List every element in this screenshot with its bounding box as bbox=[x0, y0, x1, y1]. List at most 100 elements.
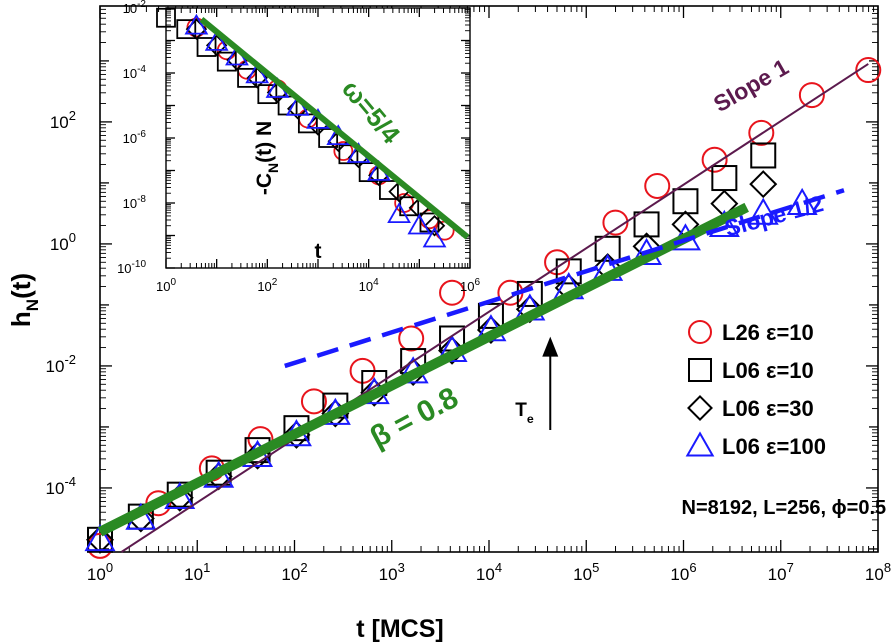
point-l06-10 bbox=[594, 235, 621, 262]
x-tick-exp: 0 bbox=[170, 277, 176, 288]
point-l06-10 bbox=[257, 84, 278, 105]
point-l06-100 bbox=[184, 13, 209, 35]
x-tick-label: 103 bbox=[379, 560, 405, 584]
legend-marker-l06-100 bbox=[685, 431, 715, 457]
y-tick-label: 102 bbox=[50, 108, 76, 132]
x-tick-label: 100 bbox=[156, 277, 176, 294]
point-l06-10 bbox=[672, 188, 699, 215]
x-tick-base: 10 bbox=[379, 565, 398, 584]
x-tick-label: 104 bbox=[476, 560, 502, 584]
x-tick-base: 10 bbox=[476, 565, 495, 584]
legend-marker-l06-10 bbox=[688, 358, 712, 382]
x-tick-base: 10 bbox=[359, 279, 373, 294]
y-tick-exp: -2 bbox=[137, 0, 146, 10]
legend-label-l06-10: L06 ε=10 bbox=[722, 358, 814, 383]
x-tick-label: 101 bbox=[184, 560, 210, 584]
main-y-axis-label-tail: (t) bbox=[6, 273, 36, 299]
y-tick-label: 10-2 bbox=[46, 352, 76, 376]
x-tick-label: 100 bbox=[87, 560, 113, 584]
x-tick-base: 10 bbox=[281, 565, 300, 584]
legend-marker-l06-30 bbox=[687, 395, 713, 421]
x-tick-base: 10 bbox=[257, 279, 271, 294]
point-l06-30 bbox=[476, 315, 505, 344]
point-l06-100 bbox=[407, 213, 432, 235]
slope-1-line bbox=[120, 63, 869, 553]
te-label-text: T bbox=[515, 400, 527, 421]
slope-half-line bbox=[284, 188, 845, 369]
beta-line bbox=[97, 202, 749, 537]
x-tick-exp: 7 bbox=[787, 560, 794, 575]
point-l26-10 bbox=[701, 146, 728, 173]
x-tick-exp: 6 bbox=[689, 560, 696, 575]
y-tick-label: 10-4 bbox=[123, 64, 147, 81]
point-l06-100 bbox=[387, 202, 411, 224]
y-tick-label: 10-2 bbox=[123, 0, 147, 16]
point-l06-10 bbox=[358, 162, 379, 183]
point-l06-10 bbox=[156, 7, 176, 28]
point-l26-10 bbox=[333, 141, 354, 161]
x-tick-label: 106 bbox=[670, 560, 696, 584]
x-tick-exp: 2 bbox=[300, 560, 307, 575]
point-l26-10 bbox=[855, 57, 882, 84]
main-axis-ticks: 100 101 102 103 104 105 106 107 10810-410-210010… bbox=[46, 6, 891, 584]
point-l26-10 bbox=[644, 172, 671, 199]
point-l06-100 bbox=[84, 523, 116, 552]
point-l06-100 bbox=[204, 29, 229, 51]
y-tick-exp: -6 bbox=[137, 129, 146, 140]
point-l06-10 bbox=[237, 67, 257, 88]
x-tick-base: 10 bbox=[573, 565, 592, 584]
x-tick-exp: 2 bbox=[272, 277, 278, 288]
y-tick-exp: -4 bbox=[137, 64, 146, 75]
point-l06-100 bbox=[747, 197, 779, 225]
point-l26-10 bbox=[798, 82, 825, 109]
x-tick-base: 10 bbox=[768, 565, 787, 584]
point-l26-10 bbox=[602, 209, 629, 236]
x-tick-exp: 3 bbox=[398, 560, 405, 575]
x-tick-base: 10 bbox=[184, 565, 203, 584]
y-tick-label: 10-8 bbox=[123, 194, 147, 211]
x-tick-base: 10 bbox=[460, 279, 474, 294]
inset-background bbox=[166, 8, 470, 268]
y-tick-exp: -4 bbox=[64, 474, 76, 489]
x-tick-exp: 8 bbox=[884, 560, 891, 575]
te-label-sub: e bbox=[527, 412, 534, 426]
params-label-text: N=8192, L=256, ϕ=0.5 bbox=[682, 497, 887, 519]
y-tick-exp: 0 bbox=[69, 230, 76, 245]
y-tick-exp: -10 bbox=[132, 259, 147, 270]
x-tick-label: 106 bbox=[460, 277, 480, 294]
x-tick-base: 10 bbox=[87, 565, 106, 584]
point-l06-30 bbox=[423, 215, 446, 237]
point-l06-100 bbox=[422, 226, 447, 248]
y-tick-base: 10 bbox=[46, 357, 65, 376]
x-tick-base: 10 bbox=[156, 279, 170, 294]
legend-label-l06-100: L06 ε=100 bbox=[722, 434, 826, 459]
y-tick-base: 10 bbox=[123, 1, 137, 16]
x-tick-label: 102 bbox=[281, 560, 307, 584]
y-tick-base: 10 bbox=[123, 131, 137, 146]
point-l06-30 bbox=[515, 295, 544, 324]
x-tick-base: 10 bbox=[865, 565, 884, 584]
legend-marker-l26-10 bbox=[688, 320, 712, 344]
y-tick-base: 10 bbox=[46, 479, 65, 498]
inset-x-axis-label: t bbox=[315, 240, 322, 263]
inset-y-axis-label-sub: N bbox=[265, 163, 281, 173]
x-tick-exp: 5 bbox=[592, 560, 599, 575]
omega-line bbox=[199, 17, 470, 240]
point-l26-10 bbox=[748, 119, 775, 146]
x-tick-label: 107 bbox=[768, 560, 794, 584]
x-tick-base: 10 bbox=[670, 565, 689, 584]
main-y-axis-label-base: h bbox=[6, 311, 36, 327]
te-label: Te bbox=[515, 400, 534, 426]
point-l06-10 bbox=[176, 19, 197, 40]
y-tick-label: 100 bbox=[50, 230, 76, 254]
point-l26-10 bbox=[439, 279, 466, 306]
point-l06-100 bbox=[245, 62, 270, 84]
point-l06-30 bbox=[85, 525, 115, 554]
main-y-axis-label: hN(t) bbox=[6, 273, 42, 327]
y-tick-label: 10-4 bbox=[46, 474, 76, 498]
y-tick-exp: 2 bbox=[69, 108, 76, 123]
x-tick-label: 104 bbox=[359, 277, 379, 294]
point-l06-10 bbox=[633, 211, 660, 238]
te-arrow-head bbox=[542, 336, 559, 357]
